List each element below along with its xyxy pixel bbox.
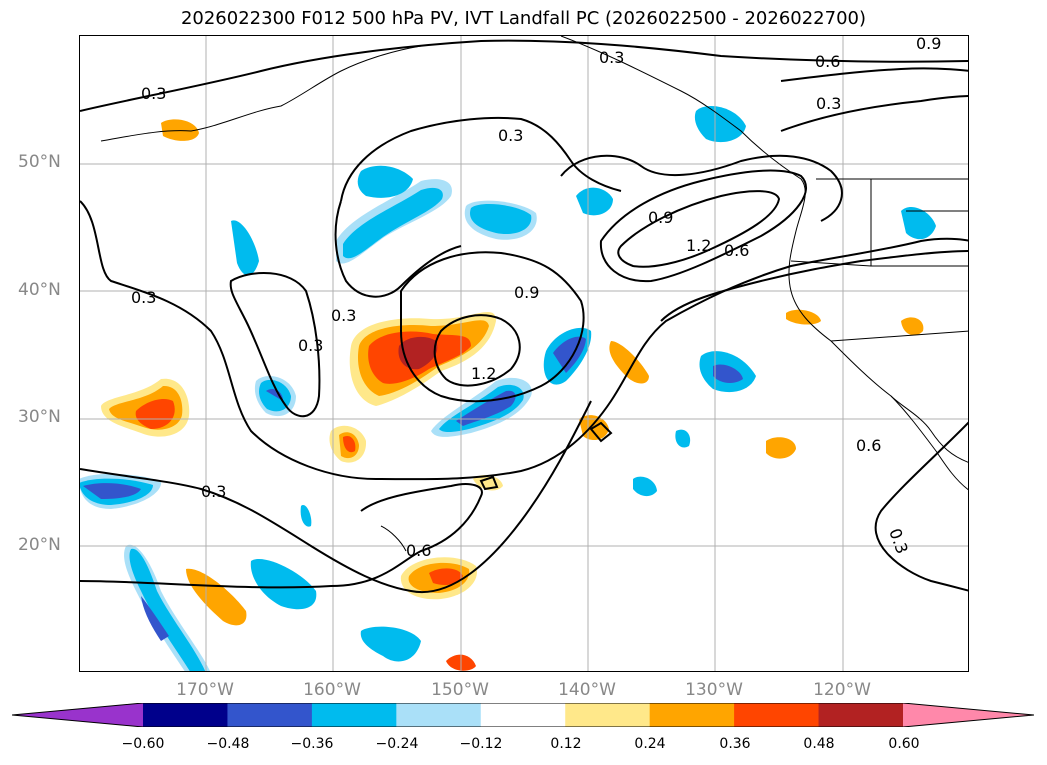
lon-label-120w: 120°W bbox=[813, 680, 871, 700]
coastlines bbox=[100, 36, 968, 552]
colorbar-segment bbox=[311, 703, 397, 727]
colorbar-segment bbox=[565, 703, 651, 727]
contour-label: 0.6 bbox=[815, 52, 840, 71]
colorbar bbox=[12, 703, 1034, 727]
contour-label: 1.2 bbox=[471, 364, 496, 383]
colorbar-segment bbox=[734, 703, 820, 727]
graticule bbox=[80, 36, 968, 671]
colorbar-tick: −0.48 bbox=[206, 736, 250, 752]
colorbar-tick: 0.36 bbox=[719, 736, 751, 752]
colorbar-tick: −0.60 bbox=[121, 736, 165, 752]
contour-label: 0.9 bbox=[916, 36, 941, 53]
lon-label-160w: 160°W bbox=[303, 680, 361, 700]
colorbar-tick: −0.36 bbox=[290, 736, 334, 752]
colorbar-segment bbox=[480, 703, 566, 727]
contour-label: 0.6 bbox=[406, 541, 431, 560]
lat-label-20n: 20°N bbox=[18, 535, 61, 555]
pv-anomaly-fill bbox=[80, 106, 936, 671]
colorbar-segment bbox=[143, 703, 228, 727]
lat-label-40n: 40°N bbox=[18, 280, 61, 300]
colorbar-segment bbox=[649, 703, 735, 727]
ivt-contours bbox=[80, 39, 968, 594]
map-title: 2026022300 F012 500 hPa PV, IVT Landfall… bbox=[180, 8, 867, 29]
lon-label-170w: 170°W bbox=[176, 680, 234, 700]
contour-label: 1.2 bbox=[686, 236, 711, 255]
contour-label: 0.9 bbox=[514, 283, 539, 302]
contour-label: 0.6 bbox=[724, 241, 749, 260]
contour-label: 0.3 bbox=[131, 288, 156, 307]
contour-label: 0.3 bbox=[885, 526, 912, 556]
colorbar-tick: −0.24 bbox=[375, 736, 419, 752]
colorbar-tick: 0.12 bbox=[550, 736, 582, 752]
colorbar-tick: 0.48 bbox=[803, 736, 835, 752]
contour-label: 0.3 bbox=[498, 126, 523, 145]
contour-label: 0.3 bbox=[331, 306, 356, 325]
contour-label: 0.3 bbox=[599, 48, 624, 67]
colorbar-segment bbox=[903, 703, 1034, 727]
contour-label: 0.3 bbox=[201, 482, 226, 501]
lon-label-140w: 140°W bbox=[558, 680, 616, 700]
contour-label: 0.6 bbox=[856, 436, 881, 455]
colorbar-segment bbox=[227, 703, 313, 727]
map-panel: 0.3 0.3 0.3 0.3 0.3 0.3 0.3 0.3 0.6 0.6 … bbox=[79, 35, 969, 672]
contour-labels: 0.3 0.3 0.3 0.3 0.3 0.3 0.3 0.3 0.6 0.6 … bbox=[131, 36, 941, 560]
colorbar-tick: 0.60 bbox=[888, 736, 920, 752]
lon-label-150w: 150°W bbox=[431, 680, 489, 700]
lat-label-50n: 50°N bbox=[18, 152, 61, 172]
lon-label-130w: 130°W bbox=[685, 680, 743, 700]
contour-label: 0.3 bbox=[816, 94, 841, 113]
colorbar-segment bbox=[396, 703, 482, 727]
colorbar-tick: −0.12 bbox=[459, 736, 503, 752]
lat-label-30n: 30°N bbox=[18, 407, 61, 427]
colorbar-segment bbox=[818, 703, 904, 727]
contour-label: 0.3 bbox=[298, 336, 323, 355]
colorbar-tick: 0.24 bbox=[634, 736, 666, 752]
contour-label: 0.3 bbox=[141, 84, 166, 103]
contour-label: 0.9 bbox=[648, 208, 673, 227]
colorbar-segment bbox=[12, 703, 143, 727]
